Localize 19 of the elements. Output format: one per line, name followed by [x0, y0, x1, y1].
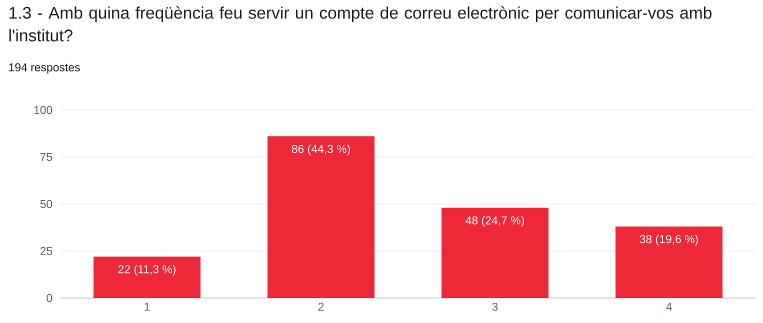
- data-label: 86 (44,3 %): [292, 144, 350, 156]
- bar: [615, 226, 723, 298]
- chart-subtitle: 194 respostes: [9, 63, 80, 74]
- x-tick-label: 4: [666, 302, 672, 311]
- y-tick-label: 0: [46, 294, 52, 302]
- data-label: 38 (19,6 %): [640, 234, 698, 246]
- bar: [94, 256, 201, 298]
- x-tick-label: 3: [492, 302, 498, 311]
- y-tick-label: 75: [40, 152, 52, 161]
- chart-title: 1.3 - Amb quina freqüència feu servir un compte de correu electrònic per comunicar-vos amb l'institut?: [9, 6, 712, 42]
- x-tick-label: 1: [144, 302, 150, 311]
- data-label: 22 (11,3 %): [118, 264, 176, 276]
- y-tick-label: 50: [40, 200, 52, 208]
- x-tick-label: 2: [318, 302, 324, 311]
- y-tick-label: 25: [40, 246, 52, 256]
- bar: [442, 208, 549, 298]
- y-tick-label: 100: [34, 106, 52, 114]
- bar: [268, 136, 375, 298]
- data-label: 48 (24,7 %): [466, 216, 524, 227]
